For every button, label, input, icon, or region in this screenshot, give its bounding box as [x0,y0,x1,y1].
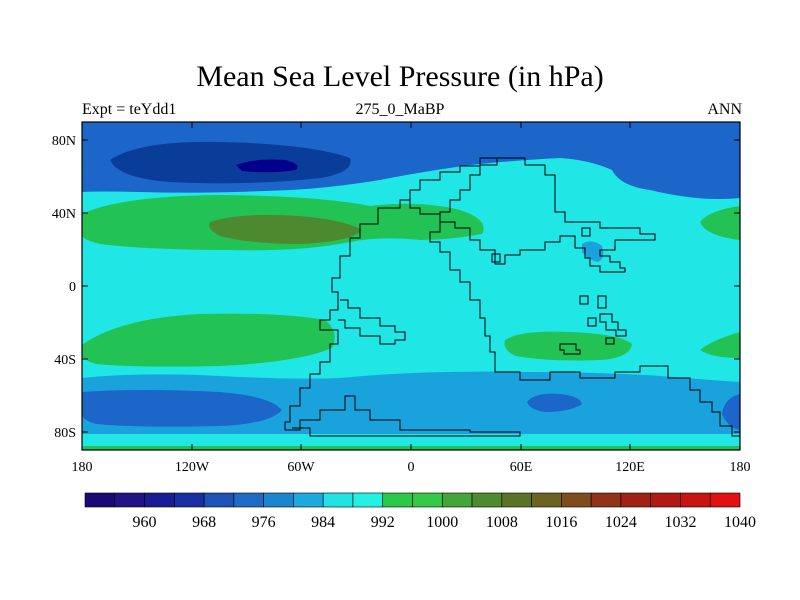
lat-labels: 80N 40N 0 40S 80S [52,134,76,441]
colorbar-swatch [441,492,473,508]
colorbar-label: 1024 [605,514,637,531]
pangea-east-coast [429,222,740,437]
colorbar-swatch [620,492,651,508]
island-7 [581,227,591,237]
colorbar-swatch [144,492,175,508]
high-south-indian [504,331,632,361]
lat-label: 80N [52,134,76,149]
colorbar-swatch [709,492,741,508]
low-north-center [110,141,351,184]
colorbar-swatch [561,492,592,508]
plot-title: Mean Sea Level Pressure (in hPa) [196,60,604,93]
colorbar-swatch [203,492,235,508]
island-6 [605,337,615,345]
low-south-west [82,390,282,427]
lat-label: 0 [69,280,76,295]
colorbar-swatch [84,492,116,508]
island-8 [491,253,501,263]
pangea-outline-east [409,157,498,222]
colorbar-swatch [680,492,711,508]
high-south-atlantic [82,313,335,367]
colorbar-labels: 960 968 976 984 992 1000 1008 1016 1024 1032 1040 [133,514,756,531]
colorbar-swatch [471,492,503,508]
colorbar-swatch [382,492,413,508]
lon-label: 120W [175,460,210,475]
lat-label: 40N [52,207,76,222]
pangea-outline [284,157,656,437]
colorbar-label: 1016 [545,514,577,531]
colorbar-swatch [531,492,562,508]
low-south-east [527,393,582,412]
island-1 [579,295,589,305]
colorbar-swatch [174,492,205,508]
colorbar-label: 1032 [664,514,696,531]
island-2 [597,295,607,309]
pressure-field [82,122,740,450]
high-south-pacific [700,332,740,358]
colorbar-label: 968 [192,514,216,531]
lon-label: 180 [72,460,93,475]
band-south-low [82,371,740,450]
island-5 [559,343,581,355]
low-north-core [236,159,298,173]
lon-label: 180 [730,460,751,475]
colorbar-swatch [263,492,294,508]
colorbar-label: 976 [252,514,276,531]
colorbar-swatch [293,492,324,508]
colorbar-swatch [114,492,145,508]
lon-label: 0 [408,460,415,475]
coastlines [284,157,740,437]
axis-ticks [81,122,741,450]
lon-labels: 180 120W 60W 0 60E 120E 180 [72,460,751,475]
time-label: 275_0_MaBP [355,101,445,118]
colorbar-swatch [650,492,681,508]
lat-label: 80S [54,426,76,441]
colorbar-label: 984 [311,514,335,531]
lon-label: 60W [287,460,315,475]
colorbar-swatch [352,492,384,508]
lon-label: 60E [510,460,533,475]
colorbar-label: 992 [371,514,395,531]
colorbar-label: 1000 [426,514,458,531]
island-4 [599,313,627,337]
season-label: ANN [707,101,742,118]
colorbar-label: 1040 [724,514,756,531]
colorbar [84,492,741,508]
colorbar-swatch [590,492,622,508]
colorbar-swatch [412,492,443,508]
colorbar-swatch [233,492,264,508]
colorbar-label: 1008 [486,514,518,531]
experiment-label: Expt = teYdd1 [82,101,177,118]
antarctic-band [82,434,740,446]
colorbar-swatch [322,492,354,508]
lon-label: 120E [615,460,645,475]
island-3 [587,317,597,327]
high-north-pacific [700,206,740,240]
low-asia-small [582,241,604,262]
colorbar-swatch [501,492,532,508]
lat-label: 40S [54,353,76,368]
low-south-far-east [722,394,740,430]
high-north-core [209,214,362,244]
pangea-inner [338,299,406,345]
colorbar-label: 960 [133,514,157,531]
